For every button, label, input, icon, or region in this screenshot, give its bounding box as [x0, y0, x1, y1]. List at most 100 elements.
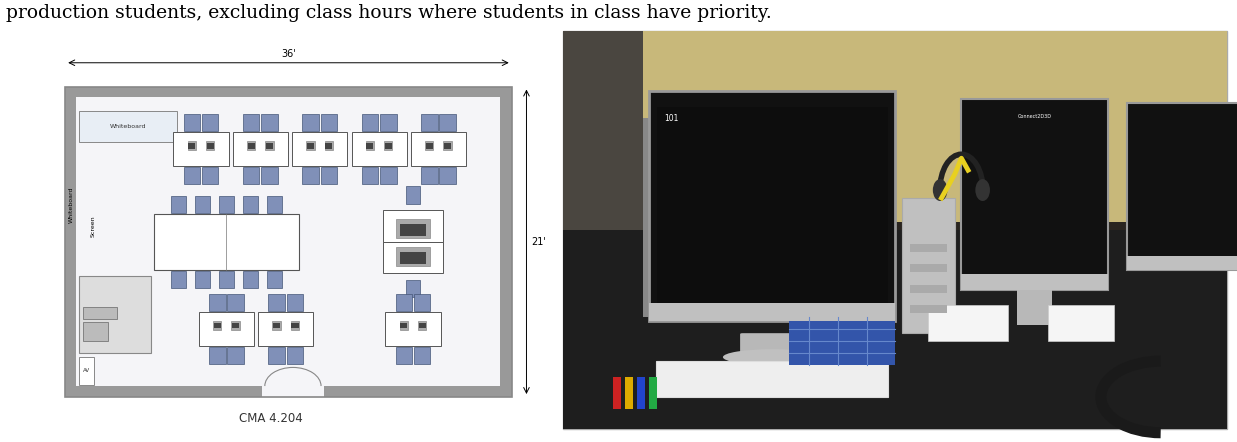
Bar	[320, 114, 338, 131]
Bar	[268, 347, 285, 364]
Bar	[351, 132, 407, 166]
Bar	[361, 167, 379, 184]
Bar	[961, 274, 1107, 290]
Bar	[396, 293, 412, 311]
Bar	[406, 187, 421, 204]
Bar	[219, 196, 234, 213]
Bar	[649, 91, 896, 321]
Bar	[563, 31, 642, 290]
Bar	[444, 143, 452, 149]
Bar	[563, 230, 1227, 429]
Bar	[385, 143, 392, 149]
Bar	[242, 167, 260, 184]
Bar	[228, 347, 244, 364]
Bar	[244, 271, 257, 288]
Bar	[233, 132, 288, 166]
Bar	[228, 293, 244, 311]
Bar	[66, 386, 262, 397]
Bar	[396, 347, 412, 364]
Bar	[909, 285, 946, 293]
Bar	[902, 198, 955, 333]
Bar	[657, 107, 888, 310]
Bar	[400, 321, 408, 329]
Bar	[649, 303, 896, 321]
Bar	[242, 114, 260, 131]
Text: 36': 36'	[281, 49, 296, 59]
Bar	[563, 31, 1227, 222]
Bar	[909, 305, 946, 313]
Bar	[79, 111, 177, 142]
Bar	[213, 321, 221, 329]
Bar	[426, 141, 433, 149]
Bar	[292, 132, 348, 166]
Bar	[386, 312, 440, 346]
Bar	[406, 280, 421, 297]
Bar	[259, 312, 313, 346]
Bar	[287, 293, 303, 311]
Bar	[421, 114, 438, 131]
Bar	[155, 214, 298, 270]
Bar	[173, 132, 229, 166]
Bar	[291, 321, 299, 329]
Bar	[207, 143, 214, 149]
Bar	[79, 357, 94, 385]
Bar	[268, 293, 285, 311]
Bar	[209, 293, 225, 311]
Text: 21': 21'	[532, 237, 547, 247]
Bar	[266, 143, 273, 149]
Bar	[188, 141, 195, 149]
Bar	[411, 132, 466, 166]
Bar	[247, 141, 255, 149]
Bar	[273, 324, 280, 328]
Bar	[261, 167, 278, 184]
Bar	[401, 324, 407, 328]
Bar	[307, 143, 314, 149]
Bar	[205, 141, 214, 149]
Bar	[637, 377, 646, 409]
Bar	[195, 271, 209, 288]
Bar	[265, 141, 273, 149]
Bar	[414, 293, 430, 311]
Text: Whiteboard: Whiteboard	[68, 186, 73, 223]
Bar	[396, 247, 429, 267]
Bar	[563, 31, 1227, 429]
Bar	[1127, 256, 1237, 270]
Bar	[66, 87, 512, 397]
Text: Connect2D3D: Connect2D3D	[1018, 114, 1051, 119]
Bar	[1127, 103, 1237, 270]
Bar	[247, 143, 255, 149]
Bar	[909, 264, 946, 272]
Bar	[648, 377, 657, 409]
Bar	[287, 347, 303, 364]
Bar	[383, 210, 443, 242]
Ellipse shape	[933, 179, 948, 201]
Bar	[400, 252, 426, 264]
Bar	[366, 141, 374, 149]
Bar	[366, 143, 374, 149]
Bar	[261, 114, 278, 131]
Bar	[414, 347, 430, 364]
Bar	[1017, 286, 1051, 325]
Bar	[79, 276, 151, 354]
Bar	[380, 167, 397, 184]
Text: production students, excluding class hours where students in class have priority: production students, excluding class hou…	[6, 4, 772, 23]
Text: CMA 4.204: CMA 4.204	[239, 412, 303, 425]
Text: AV: AV	[83, 368, 90, 373]
Bar	[209, 347, 225, 364]
Bar	[909, 244, 946, 252]
Bar	[380, 114, 397, 131]
Bar	[421, 167, 438, 184]
Bar	[439, 167, 456, 184]
Bar	[396, 219, 429, 238]
Bar	[272, 321, 281, 329]
Bar	[199, 312, 254, 346]
Bar	[400, 224, 426, 236]
Bar	[625, 377, 633, 409]
Bar	[202, 114, 219, 131]
Bar	[66, 87, 512, 397]
Bar	[789, 317, 896, 365]
Bar	[183, 167, 200, 184]
Bar	[292, 324, 298, 328]
Bar	[202, 167, 219, 184]
Bar	[267, 271, 282, 288]
